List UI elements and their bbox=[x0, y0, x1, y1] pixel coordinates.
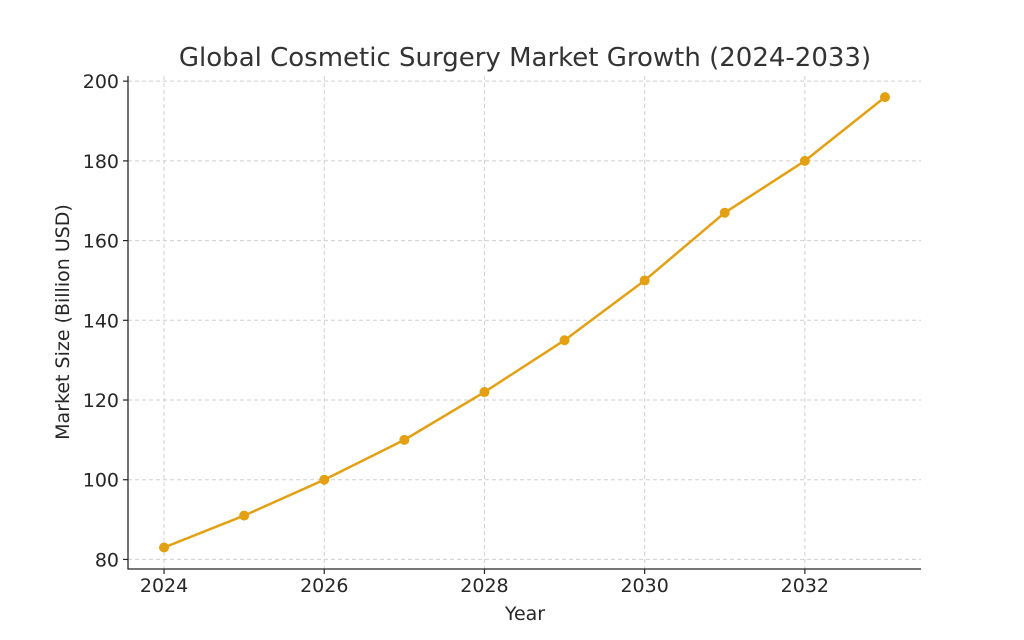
axes: 2024 2026 2028 2030 2032 80 100 120 140 160 180 200 bbox=[83, 71, 921, 597]
x-tick-label: 2032 bbox=[781, 575, 829, 597]
data-point bbox=[319, 474, 330, 485]
y-axis-label: Market Size (Billion USD) bbox=[52, 204, 74, 440]
x-axis-label: Year bbox=[504, 603, 545, 625]
data-point bbox=[559, 335, 570, 346]
data-point bbox=[159, 542, 170, 553]
y-tick-label: 100 bbox=[83, 470, 119, 492]
grid bbox=[128, 76, 921, 569]
x-tick-label: 2028 bbox=[460, 575, 508, 597]
data-point bbox=[799, 155, 810, 166]
data-point bbox=[639, 275, 650, 286]
data-point bbox=[719, 207, 730, 218]
x-tick-label: 2030 bbox=[620, 575, 668, 597]
data-series bbox=[159, 92, 890, 553]
data-point bbox=[399, 434, 410, 445]
y-tick-label: 160 bbox=[83, 231, 119, 253]
y-tick-label: 80 bbox=[95, 549, 119, 571]
y-tick-label: 180 bbox=[83, 151, 119, 173]
data-point bbox=[239, 510, 250, 521]
y-tick-label: 120 bbox=[83, 390, 119, 412]
x-tick-label: 2024 bbox=[140, 575, 188, 597]
series-line bbox=[163, 96, 886, 549]
data-point bbox=[479, 387, 490, 398]
axis-spine bbox=[127, 76, 921, 570]
y-tick-label: 200 bbox=[83, 71, 119, 93]
y-tick-label: 140 bbox=[83, 310, 119, 332]
x-tick-label: 2026 bbox=[300, 575, 348, 597]
chart-title: Global Cosmetic Surgery Market Growth (2… bbox=[179, 43, 871, 73]
data-point bbox=[879, 92, 890, 103]
